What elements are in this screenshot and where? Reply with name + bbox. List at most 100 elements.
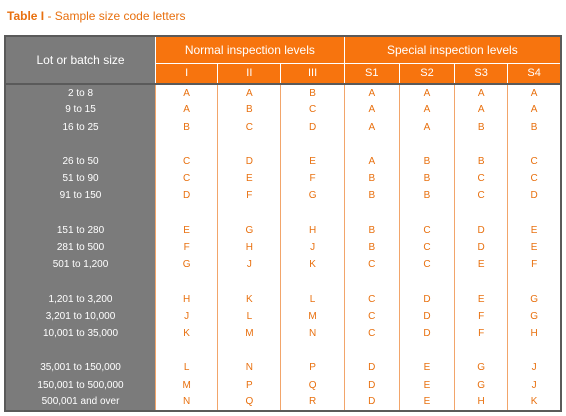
lot-size-cell: 10,001 to 35,000 — [5, 324, 156, 343]
code-letter-cell: L — [217, 307, 281, 325]
level-header-i: I — [155, 63, 218, 84]
code-letter-cell: P — [280, 359, 345, 377]
code-letter-cell: K — [507, 393, 561, 411]
spacer-cell — [454, 273, 508, 291]
spacer-cell — [280, 204, 345, 222]
code-letter-cell: E — [217, 170, 281, 188]
code-letter-cell: G — [507, 307, 561, 325]
code-letter-cell: D — [280, 118, 345, 136]
code-letter-cell: J — [155, 307, 218, 325]
table-row: 10,001 to 35,000 K M N C D F H — [5, 324, 561, 343]
code-letter-cell: C — [217, 118, 281, 136]
code-letter-cell: B — [343, 187, 400, 205]
group-spacer-row — [5, 204, 561, 222]
code-letter-cell: C — [454, 187, 508, 205]
lot-size-cell: 35,001 to 150,000 — [5, 359, 156, 377]
spacer-cell — [507, 342, 561, 360]
table-caption: Table I - Sample size code letters — [7, 9, 186, 23]
code-letter-cell: H — [507, 324, 561, 343]
table-caption-number: Table I — [7, 9, 45, 23]
code-letter-cell: N — [280, 324, 345, 343]
code-letter-cell: D — [454, 238, 508, 257]
code-letter-cell: A — [343, 101, 400, 119]
code-letter-cell: E — [155, 221, 218, 239]
spacer-cell — [155, 204, 218, 222]
code-letter-cell: C — [343, 290, 400, 308]
code-letter-cell: H — [454, 393, 508, 411]
spacer-cell — [398, 204, 455, 222]
code-letter-cell: B — [398, 152, 455, 171]
code-letter-cell: B — [280, 82, 345, 102]
table-row: 501 to 1,200 G J K C C E F — [5, 256, 561, 274]
code-letter-cell: K — [155, 324, 218, 343]
spacer-cell — [5, 273, 156, 291]
code-letter-cell: B — [454, 118, 508, 136]
lot-size-cell: 3,201 to 10,000 — [5, 307, 156, 325]
lot-size-header: Lot or batch size — [5, 36, 156, 85]
code-letter-cell: C — [454, 170, 508, 188]
code-letter-cell: D — [507, 187, 561, 205]
code-letter-cell: F — [280, 170, 345, 188]
code-letter-cell: E — [454, 290, 508, 308]
table-row: 26 to 50 C D E A B B C — [5, 152, 561, 171]
spacer-cell — [398, 342, 455, 360]
spacer-cell — [155, 273, 218, 291]
code-letter-cell: A — [155, 82, 218, 102]
code-letter-cell: G — [507, 290, 561, 308]
code-letter-cell: D — [343, 393, 400, 411]
code-letter-cell: A — [343, 118, 400, 136]
code-letter-cell: D — [454, 221, 508, 239]
lot-size-cell: 150,001 to 500,000 — [5, 376, 156, 394]
spacer-cell — [507, 273, 561, 291]
level-header-s2: S2 — [398, 63, 455, 84]
code-letter-cell: B — [343, 170, 400, 188]
table-row: 151 to 280 E G H B C D E — [5, 221, 561, 239]
level-header-s1: S1 — [343, 63, 400, 84]
spacer-cell — [217, 204, 281, 222]
code-letter-cell: G — [454, 359, 508, 377]
lot-size-cell: 2 to 8 — [5, 82, 156, 102]
table-row: 500,001 and over N Q R D E H K — [5, 393, 561, 411]
code-letter-cell: A — [454, 82, 508, 102]
spacer-cell — [507, 204, 561, 222]
code-letter-cell: B — [343, 221, 400, 239]
code-letter-cell: C — [280, 101, 345, 119]
spacer-cell — [5, 135, 156, 153]
code-letter-cell: Q — [280, 376, 345, 394]
code-letter-cell: A — [343, 82, 400, 102]
code-letter-cell: B — [398, 170, 455, 188]
lot-size-cell: 501 to 1,200 — [5, 256, 156, 274]
level-header-ii: II — [217, 63, 281, 84]
code-letter-cell: Q — [217, 393, 281, 411]
code-letter-cell: D — [217, 152, 281, 171]
code-letter-cell: A — [343, 152, 400, 171]
lot-size-cell: 9 to 15 — [5, 101, 156, 119]
table-row: 281 to 500 F H J B C D E — [5, 238, 561, 257]
lot-size-cell: 500,001 and over — [5, 393, 156, 411]
code-letter-cell: C — [343, 324, 400, 343]
spacer-cell — [280, 342, 345, 360]
spacer-cell — [398, 273, 455, 291]
code-letter-cell: A — [398, 82, 455, 102]
lot-size-cell: 51 to 90 — [5, 170, 156, 188]
code-letter-cell: C — [398, 256, 455, 274]
code-letter-cell: D — [398, 290, 455, 308]
code-letter-cell: D — [398, 307, 455, 325]
code-letter-cell: C — [343, 256, 400, 274]
code-letter-cell: P — [217, 376, 281, 394]
code-letter-cell: N — [217, 359, 281, 377]
code-letter-cell: J — [280, 238, 345, 257]
code-letter-cell: E — [280, 152, 345, 171]
code-letter-cell: A — [507, 101, 561, 119]
spacer-cell — [454, 204, 508, 222]
code-letter-cell: E — [398, 359, 455, 377]
code-letter-cell: C — [155, 170, 218, 188]
code-letter-cell: B — [507, 118, 561, 136]
code-letter-cell: R — [280, 393, 345, 411]
lot-size-cell: 151 to 280 — [5, 221, 156, 239]
lot-size-cell: 16 to 25 — [5, 118, 156, 136]
code-letter-cell: H — [217, 238, 281, 257]
code-letter-cell: F — [454, 307, 508, 325]
normal-levels-header: Normal inspection levels — [155, 36, 345, 64]
